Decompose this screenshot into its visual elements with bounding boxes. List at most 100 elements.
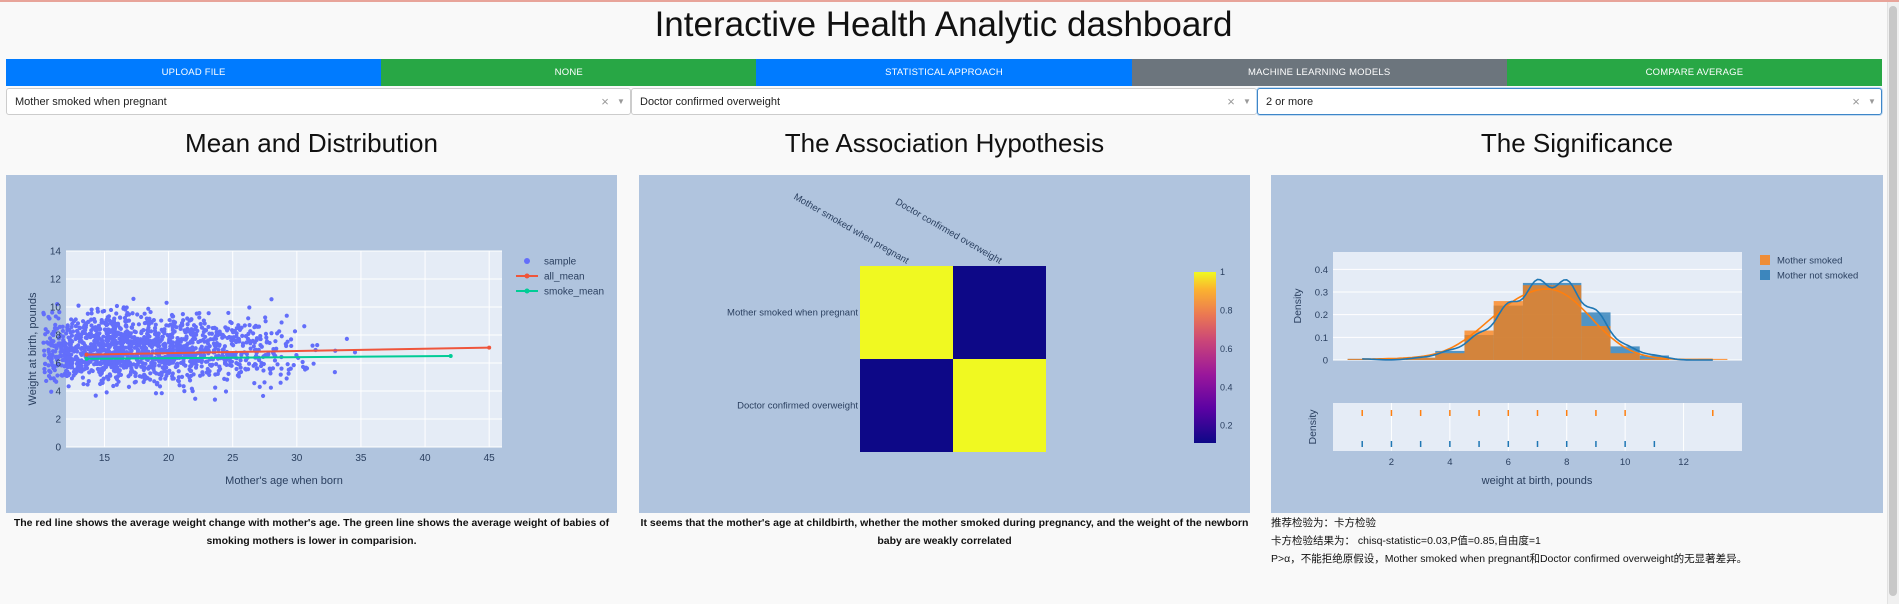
sample-point (99, 320, 104, 325)
clear-x-icon[interactable]: × (1227, 94, 1235, 109)
clear-x-icon[interactable]: × (601, 94, 609, 109)
statistical-approach-button[interactable]: STATISTICAL APPROACH (756, 59, 1132, 86)
sample-point (52, 325, 58, 331)
sample-point (284, 343, 289, 349)
sample-point (142, 320, 147, 326)
sample-point (93, 326, 98, 331)
x-tick-label: 45 (484, 453, 496, 464)
sample-point (278, 380, 283, 385)
sample-point (178, 326, 183, 331)
compare-average-button[interactable]: COMPARE AVERAGE (1506, 59, 1883, 86)
sample-point (229, 335, 234, 340)
sample-point (194, 311, 199, 316)
sample-point (148, 371, 153, 376)
sample-point (222, 376, 227, 381)
sample-point (69, 376, 75, 381)
sample-point (115, 330, 121, 335)
top-accent-line (0, 0, 1899, 2)
legend-swatch (1760, 270, 1770, 280)
sample-point (240, 343, 246, 348)
sample-point (254, 366, 259, 371)
variable1-dropdown[interactable]: Mother smoked when pregnant × ▼ (6, 88, 631, 115)
sample-point (193, 336, 198, 342)
sample-point (179, 374, 185, 380)
variable1-value: Mother smoked when pregnant (15, 95, 167, 108)
sample-point (118, 326, 123, 332)
sample-point (263, 315, 268, 320)
upload-file-button[interactable]: UPLOAD FILE (6, 59, 382, 86)
sample-point (126, 384, 132, 389)
distribution-chart[interactable]: 0 0.1 0.2 0.3 0.4 2 4 6 8 10 12 Density Density we… (1271, 175, 1883, 513)
sample-point (113, 321, 118, 326)
sample-point (246, 316, 251, 321)
sample-point (129, 325, 135, 330)
sample-point (234, 366, 239, 372)
sample-point (164, 300, 169, 305)
none-button[interactable]: NONE (381, 59, 757, 86)
legend-marker (524, 288, 530, 294)
sample-point (89, 307, 94, 312)
vertical-scrollbar[interactable] (1887, 2, 1899, 604)
sample-point (105, 359, 110, 364)
sample-point (46, 363, 51, 368)
variable2-dropdown[interactable]: Doctor confirmed overweight × ▼ (631, 88, 1257, 115)
sample-point (66, 384, 71, 389)
scatter-chart[interactable]: 15 20 25 30 35 40 45 0 2 4 6 8 10 12 14 Mother's age w… (6, 175, 617, 513)
sample-point (288, 366, 293, 371)
heatmap-cell (860, 266, 953, 359)
sample-point (131, 296, 136, 301)
heatmap-chart[interactable]: Mother smoked when pregnant Doctor confir… (639, 175, 1250, 513)
sample-point (128, 372, 133, 377)
sample-point (69, 333, 75, 338)
sample-point (222, 344, 228, 349)
sample-point (253, 362, 258, 367)
sample-point (242, 323, 247, 328)
caret-down-icon[interactable]: ▼ (1243, 97, 1251, 106)
sample-point (167, 336, 172, 341)
sample-point (51, 329, 56, 334)
sample-point (158, 376, 163, 381)
sample-point (224, 362, 229, 368)
caret-down-icon[interactable]: ▼ (617, 97, 625, 106)
sample-point (158, 338, 163, 343)
sample-point (114, 345, 119, 350)
sample-point (149, 320, 154, 325)
sample-point (344, 336, 349, 341)
clear-x-icon[interactable]: × (1852, 94, 1860, 109)
rug-y-axis-label: Density (1307, 409, 1319, 445)
sample-point (140, 339, 145, 344)
sample-point (104, 390, 109, 395)
sample-point (304, 366, 310, 371)
sample-point (213, 385, 218, 390)
sample-point (60, 328, 65, 334)
sample-point (84, 335, 89, 341)
sample-point (292, 329, 298, 334)
sample-point (118, 345, 123, 350)
sample-point (263, 319, 268, 324)
sample-point (148, 309, 153, 315)
sample-point (181, 384, 186, 389)
sample-point (193, 396, 198, 401)
sample-point (86, 379, 91, 384)
x-tick-label: 8 (1564, 457, 1569, 468)
sample-point (123, 307, 128, 312)
y-tick-label: 0.4 (1315, 265, 1328, 276)
machine-learning-models-button[interactable]: MACHINE LEARNING MODELS (1131, 59, 1507, 86)
sample-point (122, 338, 128, 343)
smoke_mean-line (86, 355, 451, 360)
legend-marker (524, 273, 530, 279)
smoke_mean-point (448, 354, 453, 358)
sample-point (77, 325, 82, 330)
sample-point (162, 329, 167, 334)
sample-point (66, 355, 71, 361)
caret-down-icon[interactable]: ▼ (1868, 97, 1876, 106)
sample-point (142, 377, 147, 382)
variable3-dropdown[interactable]: 2 or more × ▼ (1257, 88, 1882, 115)
y-tick-label: 0.2 (1315, 310, 1328, 321)
scrollbar-thumb[interactable] (1889, 6, 1897, 596)
sample-point (193, 326, 198, 332)
sample-point (180, 312, 185, 317)
sample-point (85, 361, 91, 366)
sample-point (123, 345, 128, 350)
sample-point (164, 373, 169, 378)
